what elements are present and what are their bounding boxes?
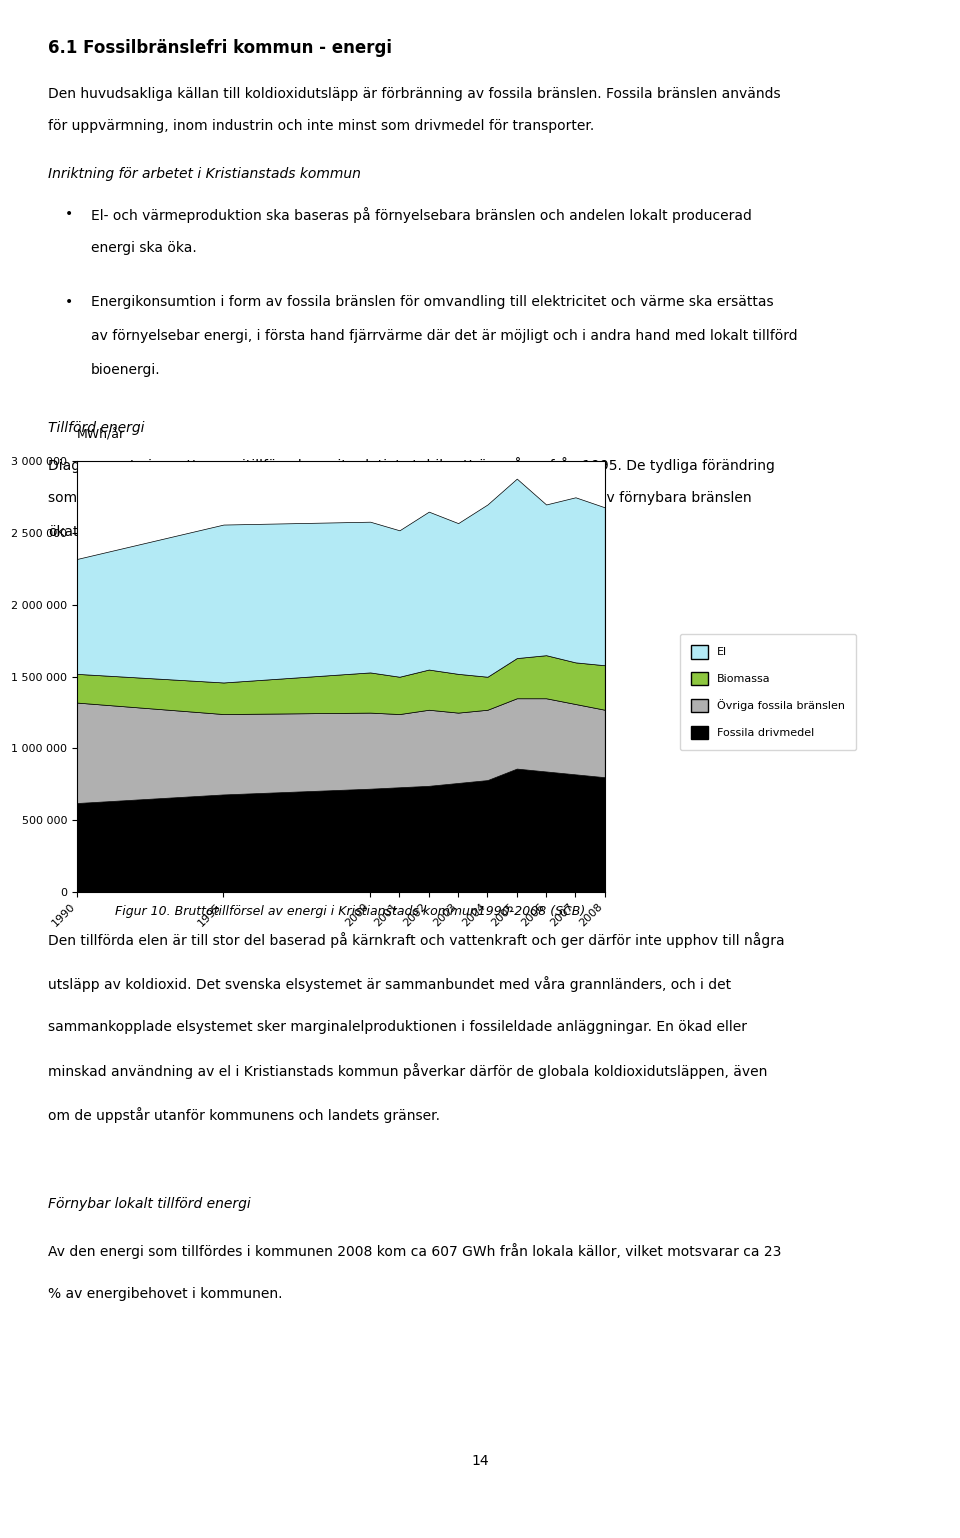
Text: utsläpp av koldioxid. Det svenska elsystemet är sammanbundet med våra grannlände: utsläpp av koldioxid. Det svenska elsyst… — [48, 975, 732, 992]
Text: som kan ses är att andelen fossila bränslen har minskat medan användningen av fö: som kan ses är att andelen fossila bräns… — [48, 491, 752, 504]
Text: bioenergi.: bioenergi. — [91, 363, 161, 377]
Text: Av den energi som tillfördes i kommunen 2008 kom ca 607 GWh från lokala källor, : Av den energi som tillfördes i kommunen … — [48, 1243, 781, 1260]
Text: •: • — [65, 295, 74, 309]
Text: ökat.: ökat. — [48, 524, 83, 538]
Text: •: • — [65, 206, 74, 221]
Text: energi ska öka.: energi ska öka. — [91, 241, 197, 255]
Text: om de uppstår utanför kommunens och landets gränser.: om de uppstår utanför kommunens och land… — [48, 1107, 440, 1123]
Text: Energikonsumtion i form av fossila bränslen för omvandling till elektricitet och: Energikonsumtion i form av fossila bräns… — [91, 295, 774, 309]
Text: Inriktning för arbetet i Kristianstads kommun: Inriktning för arbetet i Kristianstads k… — [48, 166, 361, 181]
Legend: El, Biomassa, Övriga fossila bränslen, Fossila drivmedel: El, Biomassa, Övriga fossila bränslen, F… — [680, 634, 856, 751]
Text: Den tillförda elen är till stor del baserad på kärnkraft och vattenkraft och ger: Den tillförda elen är till stor del base… — [48, 932, 784, 947]
Text: 14: 14 — [471, 1453, 489, 1469]
Text: Förnybar lokalt tillförd energi: Förnybar lokalt tillförd energi — [48, 1197, 251, 1212]
Text: minskad användning av el i Kristianstads kommun påverkar därför de globala koldi: minskad användning av el i Kristianstads… — [48, 1064, 767, 1080]
Text: 6.1 Fossilbränslefri kommun - energi: 6.1 Fossilbränslefri kommun - energi — [48, 38, 392, 57]
Text: El- och värmeproduktion ska baseras på förnyelsebara bränslen och andelen lokalt: El- och värmeproduktion ska baseras på f… — [91, 206, 752, 223]
Text: MWh/år: MWh/år — [77, 428, 125, 441]
Text: Figur 10. Bruttotillförsel av energi i Kristianstads kommun1990-2008 (SCB): Figur 10. Bruttotillförsel av energi i K… — [115, 904, 586, 918]
Text: för uppvärmning, inom industrin och inte minst som drivmedel för transporter.: för uppvärmning, inom industrin och inte… — [48, 118, 594, 132]
Text: av förnyelsebar energi, i första hand fjärrvärme där det är möjligt och i andra : av förnyelsebar energi, i första hand fj… — [91, 329, 798, 343]
Text: Den huvudsakliga källan till koldioxidutsläpp är förbränning av fossila bränslen: Den huvudsakliga källan till koldioxidut… — [48, 86, 780, 102]
Text: sammankopplade elsystemet sker marginalelproduktionen i fossileldade anläggninga: sammankopplade elsystemet sker marginale… — [48, 1020, 747, 1034]
Text: Diagrammet visar att energitillförseln varit relativt stabil sett över åren från: Diagrammet visar att energitillförseln v… — [48, 457, 775, 472]
Text: % av energibehovet i kommunen.: % av energibehovet i kommunen. — [48, 1287, 282, 1301]
Text: Tillförd energi: Tillförd energi — [48, 420, 145, 435]
